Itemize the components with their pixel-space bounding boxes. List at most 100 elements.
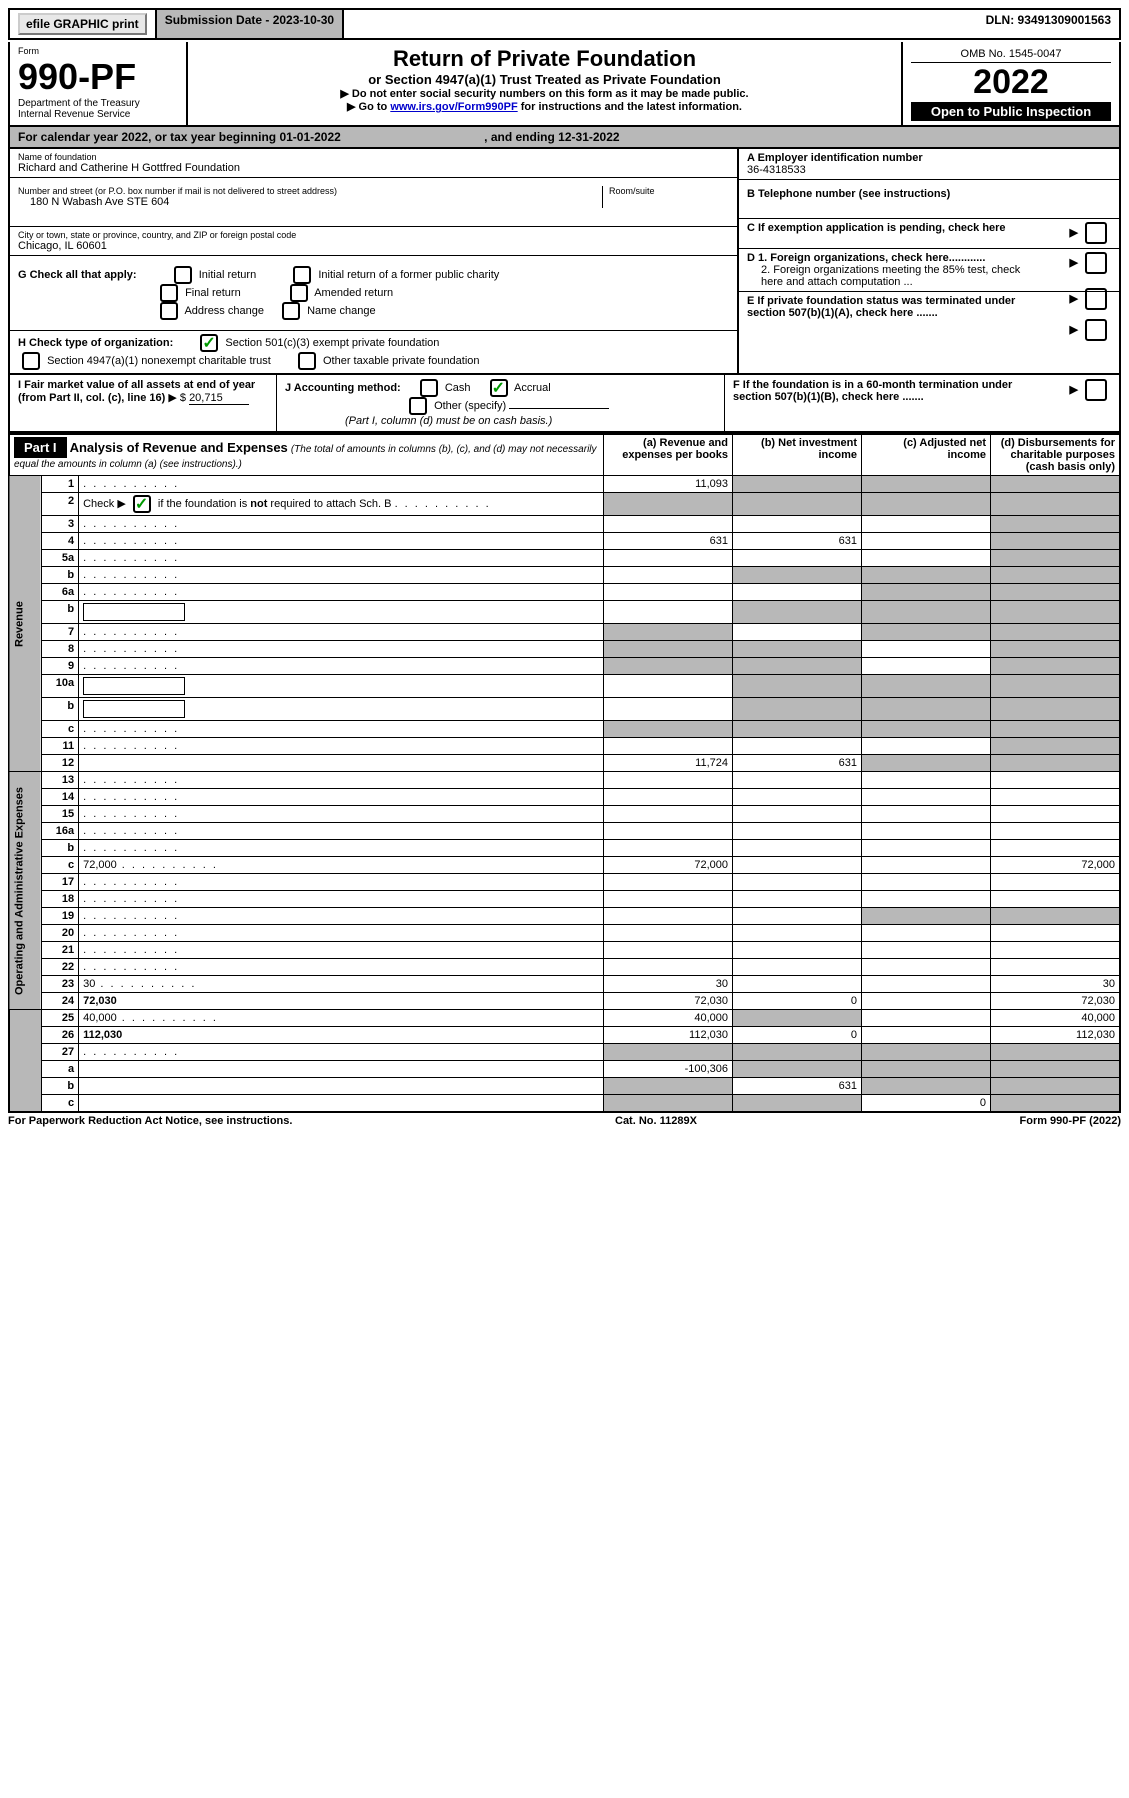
cell-col-b: 0 xyxy=(733,1027,862,1044)
cell-col-d xyxy=(991,641,1121,658)
ijf-row: I Fair market value of all assets at end… xyxy=(8,375,1121,433)
table-row: 19 xyxy=(9,908,1120,925)
note-goto-pre: ▶ Go to xyxy=(347,101,390,113)
cell-col-b xyxy=(733,976,862,993)
inline-amount-box[interactable] xyxy=(83,603,185,621)
cell-col-a xyxy=(604,1078,733,1095)
other-taxable-checkbox[interactable] xyxy=(298,352,316,370)
cell-col-d xyxy=(991,772,1121,789)
other-taxable-label: Other taxable private foundation xyxy=(323,355,480,367)
cell-col-d xyxy=(991,624,1121,641)
city-state-zip: Chicago, IL 60601 xyxy=(18,240,729,252)
sch-b-checkbox[interactable] xyxy=(133,495,151,513)
name-change-checkbox[interactable] xyxy=(282,302,300,320)
cell-col-d xyxy=(991,806,1121,823)
cell-col-d: 72,030 xyxy=(991,993,1121,1010)
cell-col-d xyxy=(991,601,1121,624)
cell-col-b xyxy=(733,925,862,942)
name-change-label: Name change xyxy=(307,305,376,317)
cell-col-b: 631 xyxy=(733,755,862,772)
cell-col-c xyxy=(862,624,991,641)
cell-col-b xyxy=(733,1010,862,1027)
cash-checkbox[interactable] xyxy=(420,379,438,397)
line-number: 19 xyxy=(42,908,79,925)
cell-col-d xyxy=(991,942,1121,959)
phone-label: B Telephone number (see instructions) xyxy=(747,188,950,200)
cell-col-c xyxy=(862,1027,991,1044)
initial-former-label: Initial return of a former public charit… xyxy=(318,269,499,281)
line-description xyxy=(79,658,604,675)
4947-checkbox[interactable] xyxy=(22,352,40,370)
cell-col-c xyxy=(862,567,991,584)
cell-col-c xyxy=(862,533,991,550)
cell-col-c xyxy=(862,698,991,721)
c-checkbox[interactable] xyxy=(1085,222,1107,244)
line-number: b xyxy=(42,840,79,857)
cell-col-c xyxy=(862,789,991,806)
cell-col-c xyxy=(862,976,991,993)
501c3-checkbox[interactable] xyxy=(200,334,218,352)
table-row: 8 xyxy=(9,641,1120,658)
submission-date: Submission Date - 2023-10-30 xyxy=(157,10,344,38)
d1-checkbox[interactable] xyxy=(1085,252,1107,274)
table-row: 26112,030112,0300112,030 xyxy=(9,1027,1120,1044)
line-description xyxy=(79,516,604,533)
initial-return-checkbox[interactable] xyxy=(174,266,192,284)
cell-col-d xyxy=(991,584,1121,601)
cell-col-b xyxy=(733,493,862,516)
cell-col-a xyxy=(604,908,733,925)
d2-checkbox[interactable] xyxy=(1085,288,1107,310)
footer: For Paperwork Reduction Act Notice, see … xyxy=(8,1113,1121,1129)
inline-amount-box[interactable] xyxy=(83,700,185,718)
h-checks: H Check type of organization: Section 50… xyxy=(10,331,737,373)
cell-col-a xyxy=(604,772,733,789)
cell-col-a: 72,030 xyxy=(604,993,733,1010)
cell-col-c xyxy=(862,1078,991,1095)
cell-col-a xyxy=(604,584,733,601)
e-checkbox[interactable] xyxy=(1085,319,1107,341)
accrual-checkbox[interactable] xyxy=(490,379,508,397)
cell-col-a: -100,306 xyxy=(604,1061,733,1078)
table-row: 1211,724631 xyxy=(9,755,1120,772)
inline-amount-box[interactable] xyxy=(83,677,185,695)
line-number: c xyxy=(42,857,79,874)
line-number: 5a xyxy=(42,550,79,567)
cell-col-a xyxy=(604,675,733,698)
final-return-checkbox[interactable] xyxy=(160,284,178,302)
phone-cell: B Telephone number (see instructions) xyxy=(739,180,1119,219)
line-description xyxy=(79,840,604,857)
city-label: City or town, state or province, country… xyxy=(18,230,729,240)
line-number: 16a xyxy=(42,823,79,840)
line-description xyxy=(79,823,604,840)
line-description xyxy=(79,925,604,942)
cell-col-b xyxy=(733,857,862,874)
table-row: 10a xyxy=(9,675,1120,698)
line-number: b xyxy=(42,601,79,624)
cell-col-d xyxy=(991,698,1121,721)
amended-checkbox[interactable] xyxy=(290,284,308,302)
c-label: C If exemption application is pending, c… xyxy=(747,222,1006,234)
d1-label: D 1. Foreign organizations, check here..… xyxy=(747,252,985,264)
efile-button[interactable]: efile GRAPHIC print xyxy=(18,13,147,35)
line-description: 40,000 xyxy=(79,1010,604,1027)
efile-print: efile GRAPHIC print xyxy=(10,10,157,38)
f-checkbox[interactable] xyxy=(1085,379,1107,401)
cell-col-b xyxy=(733,476,862,493)
cell-col-b xyxy=(733,584,862,601)
initial-former-checkbox[interactable] xyxy=(293,266,311,284)
col-c-header: (c) Adjusted net income xyxy=(862,434,991,476)
address-change-checkbox[interactable] xyxy=(160,302,178,320)
line-number: 3 xyxy=(42,516,79,533)
form-ref: Form 990-PF (2022) xyxy=(1020,1115,1121,1127)
name-label: Name of foundation xyxy=(18,152,729,162)
part1-table: Part I Analysis of Revenue and Expenses … xyxy=(8,433,1121,1113)
cell-col-d xyxy=(991,908,1121,925)
cell-col-a xyxy=(604,891,733,908)
line-description xyxy=(79,908,604,925)
cell-col-a xyxy=(604,823,733,840)
cell-col-d xyxy=(991,1078,1121,1095)
cell-col-d xyxy=(991,891,1121,908)
form990pf-link[interactable]: www.irs.gov/Form990PF xyxy=(390,101,517,113)
cell-col-a: 11,724 xyxy=(604,755,733,772)
other-specify-checkbox[interactable] xyxy=(409,397,427,415)
